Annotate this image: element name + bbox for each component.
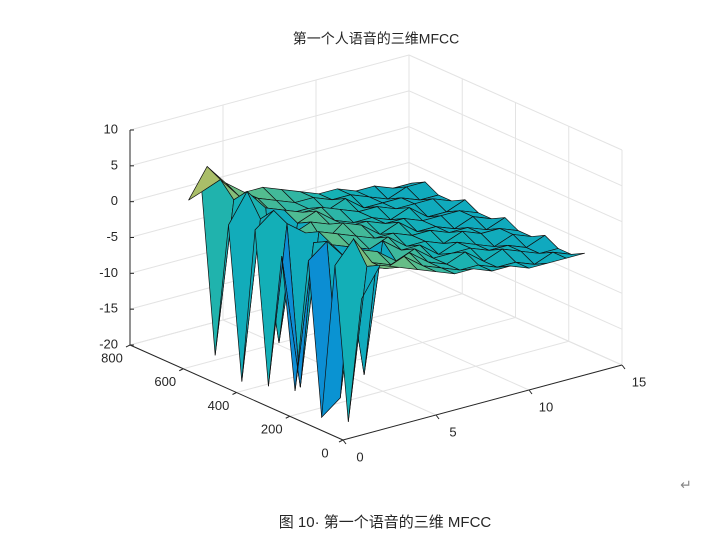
grid-line xyxy=(408,162,623,258)
grid-line xyxy=(129,54,410,131)
grid-line xyxy=(408,54,623,151)
chart-title: 第一个人语音的三维MFCC xyxy=(293,31,459,47)
y-tick-label: 0 xyxy=(321,445,328,460)
grid-line xyxy=(408,269,623,366)
tick-mark xyxy=(125,344,131,348)
grid-line xyxy=(129,126,410,203)
tick-mark xyxy=(342,439,347,445)
y-tick-label: 800 xyxy=(101,350,123,365)
grid-line xyxy=(408,126,623,223)
y-tick-label: 600 xyxy=(154,374,176,389)
grid-line xyxy=(236,317,516,393)
x-tick-label: 15 xyxy=(632,374,646,389)
z-tick-label: -15 xyxy=(99,301,118,316)
tick-mark xyxy=(621,364,626,370)
z-tick-label: 5 xyxy=(111,157,118,172)
tick-mark xyxy=(179,368,184,372)
z-tick-label: 10 xyxy=(104,121,118,136)
tick-mark xyxy=(528,389,533,395)
axis-line xyxy=(129,344,344,441)
surface-face xyxy=(347,264,381,422)
axis-line xyxy=(342,364,623,441)
z-tick-label: -5 xyxy=(106,229,118,244)
grid-line xyxy=(129,90,410,167)
caption: 图 10· 第一个语音的三维 MFCC xyxy=(279,513,492,531)
y-tick-label: 200 xyxy=(261,422,283,437)
tick-mark xyxy=(232,392,237,395)
tick-mark xyxy=(338,439,344,443)
x-tick-label: 5 xyxy=(449,424,456,439)
grid-line xyxy=(289,340,569,417)
x-tick-label: 0 xyxy=(356,449,363,464)
grid-line xyxy=(408,90,623,187)
y-tick-label: 400 xyxy=(208,398,230,413)
z-tick-label: -10 xyxy=(99,265,118,280)
tick-mark xyxy=(285,415,290,419)
z-tick-label: 0 xyxy=(111,193,118,208)
z-tick-label: -20 xyxy=(99,336,118,351)
return-mark: ↵ xyxy=(680,477,692,493)
x-tick-label: 10 xyxy=(539,399,553,414)
tick-mark xyxy=(435,414,440,420)
